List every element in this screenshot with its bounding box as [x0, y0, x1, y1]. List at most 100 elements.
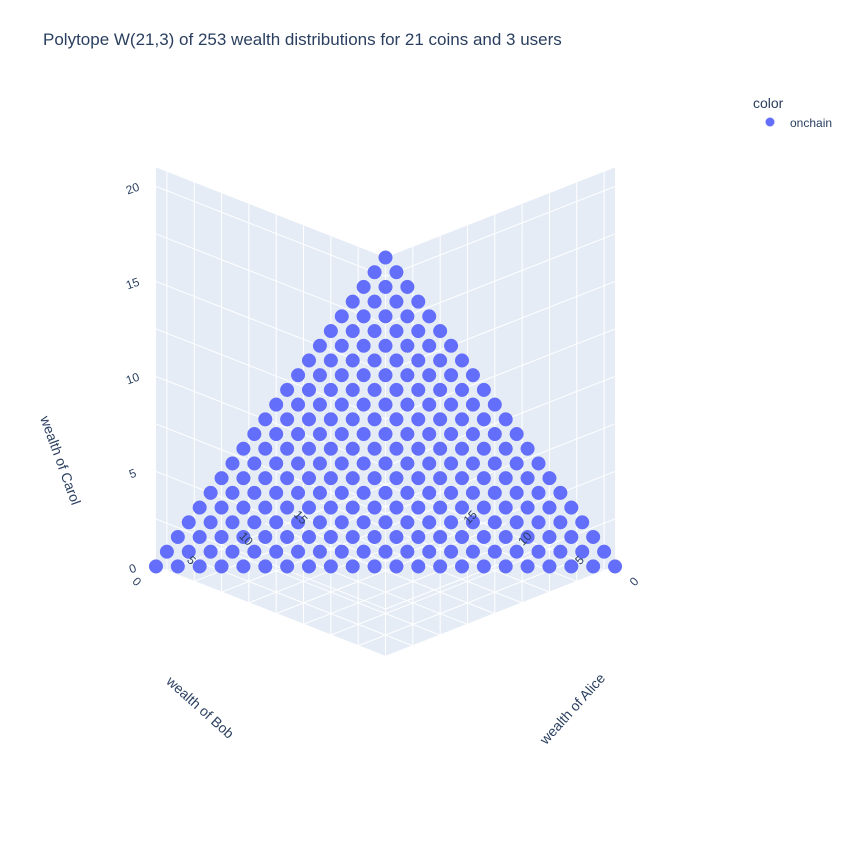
data-point — [509, 515, 524, 530]
data-point — [389, 412, 404, 427]
data-point — [334, 368, 349, 383]
data-point — [465, 397, 480, 412]
z-tick-label: 20 — [124, 180, 142, 198]
data-point — [334, 485, 349, 500]
data-point — [280, 529, 295, 545]
data-point — [411, 500, 426, 515]
data-point — [301, 382, 317, 397]
data-point — [291, 397, 306, 412]
data-point — [247, 485, 262, 500]
data-point — [323, 559, 338, 574]
data-point — [465, 544, 480, 559]
data-point — [542, 559, 557, 574]
data-point — [433, 471, 448, 486]
data-point — [411, 353, 426, 368]
data-point — [236, 559, 251, 574]
data-point — [454, 471, 470, 486]
data-point — [291, 456, 306, 471]
data-point — [334, 426, 349, 442]
data-point — [323, 382, 338, 397]
z-tick-label: 0 — [127, 561, 138, 577]
data-point — [334, 515, 349, 530]
data-point — [301, 471, 317, 486]
data-point — [400, 456, 415, 471]
data-point — [258, 559, 273, 574]
data-point — [323, 441, 338, 456]
data-point — [400, 544, 415, 559]
data-point — [389, 324, 404, 339]
data-point — [312, 338, 327, 353]
data-point — [444, 397, 459, 412]
data-point — [203, 544, 218, 559]
data-point — [367, 559, 382, 574]
z-axis-title: wealth of Carol — [37, 413, 84, 507]
data-point — [444, 485, 459, 500]
data-point — [291, 485, 306, 500]
data-point — [465, 485, 480, 500]
data-point — [378, 426, 393, 442]
y-axis-title: wealth of Bob — [163, 672, 238, 741]
data-point — [367, 324, 382, 339]
data-point — [389, 382, 404, 397]
data-point — [400, 338, 415, 353]
data-point — [422, 426, 437, 442]
data-point — [356, 544, 371, 559]
data-point — [411, 382, 426, 397]
data-point — [400, 397, 415, 412]
z-tick-label: 15 — [124, 275, 142, 293]
data-point — [465, 368, 480, 383]
x-tick-label: 0 — [627, 574, 642, 589]
data-point — [400, 309, 415, 324]
data-point — [553, 485, 568, 500]
data-point — [280, 412, 295, 427]
data-point — [378, 515, 393, 530]
data-point — [487, 456, 502, 471]
y-tick-label: 0 — [130, 574, 145, 589]
data-point — [531, 544, 546, 559]
gridline — [385, 185, 616, 277]
data-point — [334, 309, 349, 324]
data-point — [487, 544, 502, 559]
data-point — [203, 515, 218, 530]
data-point — [236, 441, 251, 456]
data-point — [607, 559, 623, 574]
data-point — [422, 309, 437, 324]
legend-item-onchain[interactable]: onchain — [765, 116, 833, 130]
data-point — [356, 338, 371, 353]
data-point — [564, 500, 579, 515]
data-point — [258, 441, 273, 456]
data-point — [345, 324, 360, 339]
data-point — [170, 559, 185, 574]
data-point — [312, 368, 327, 383]
data-point — [345, 294, 360, 309]
data-point — [345, 529, 360, 545]
data-point — [389, 441, 404, 456]
data-point — [170, 529, 185, 545]
data-point — [553, 515, 568, 530]
data-point — [389, 529, 404, 545]
data-point — [323, 412, 338, 427]
data-point — [498, 412, 513, 427]
data-points — [148, 250, 623, 574]
data-point — [356, 397, 371, 412]
data-point — [312, 544, 327, 559]
data-point — [389, 294, 404, 309]
data-point — [422, 544, 437, 559]
data-point — [509, 456, 524, 471]
data-point — [433, 353, 448, 368]
data-point — [411, 559, 426, 574]
legend-title: color — [753, 95, 784, 111]
data-point — [487, 485, 502, 500]
data-point — [258, 500, 273, 515]
data-point — [334, 338, 349, 353]
data-point — [444, 426, 459, 442]
data-point — [312, 397, 327, 412]
gridline — [385, 233, 616, 325]
data-point — [312, 456, 327, 471]
data-point — [192, 500, 207, 515]
data-point — [422, 368, 437, 383]
data-point — [487, 397, 502, 412]
data-point — [378, 309, 393, 324]
data-point — [531, 515, 546, 530]
